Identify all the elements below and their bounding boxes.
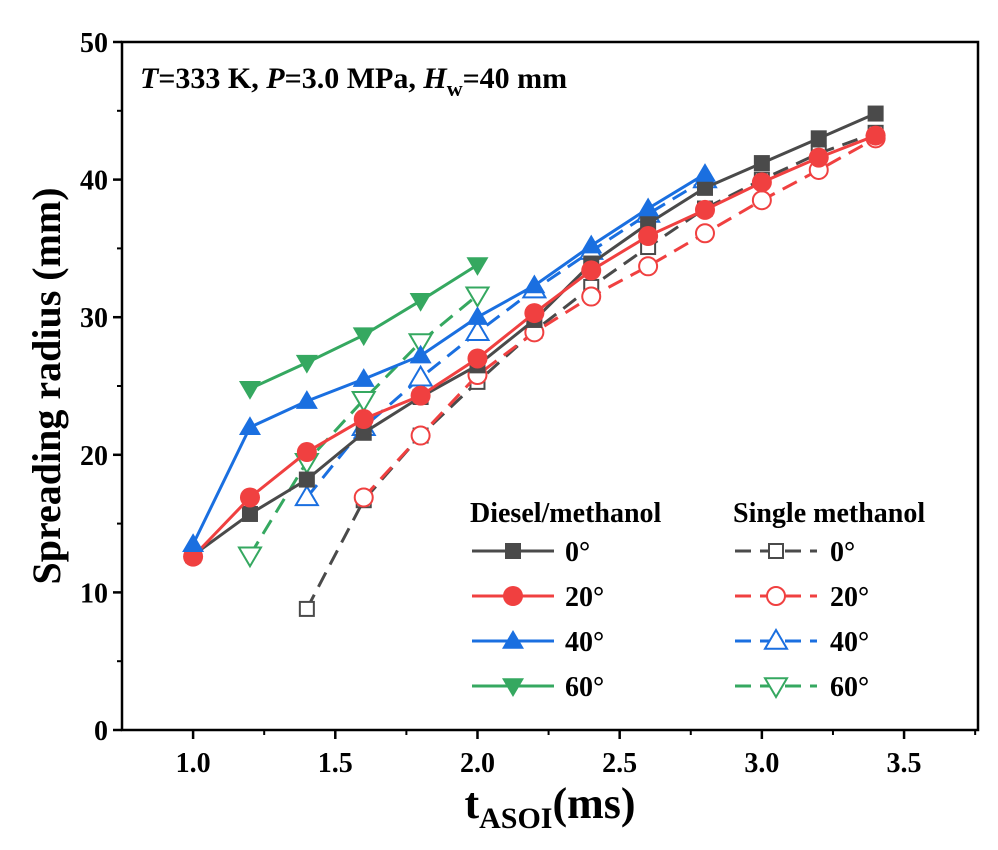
data-point bbox=[355, 424, 372, 441]
legend-item: 40° bbox=[472, 627, 604, 658]
data-point bbox=[693, 163, 716, 182]
legend-item: 20° bbox=[472, 582, 604, 613]
data-point bbox=[409, 292, 432, 312]
legend-group-title: Single methanol bbox=[733, 498, 925, 529]
x-tick-label: 2.0 bbox=[460, 748, 495, 779]
legend-marker bbox=[763, 628, 789, 650]
legend-label: 20° bbox=[565, 582, 604, 613]
data-point bbox=[298, 600, 315, 617]
data-point bbox=[296, 442, 317, 463]
y-tick-label: 20 bbox=[80, 441, 108, 472]
legend-label: 40° bbox=[565, 627, 604, 658]
data-point bbox=[467, 348, 488, 369]
legend-marker bbox=[503, 586, 523, 606]
data-point bbox=[524, 303, 545, 324]
data-point bbox=[580, 234, 603, 254]
data-point bbox=[637, 197, 660, 217]
legend-marker bbox=[502, 678, 524, 697]
data-point bbox=[464, 319, 491, 342]
x-axis-label: tASOI(ms) bbox=[464, 779, 635, 835]
data-point bbox=[581, 260, 602, 281]
x-tick-label: 1.0 bbox=[176, 748, 211, 779]
data-point bbox=[867, 105, 884, 122]
legend-item: 0° bbox=[472, 537, 590, 568]
data-point bbox=[295, 390, 318, 409]
x-tick-label: 1.5 bbox=[318, 748, 353, 779]
data-point bbox=[294, 484, 320, 507]
data-point bbox=[353, 487, 374, 508]
legend-label: 60° bbox=[565, 672, 604, 703]
legend-item: 60° bbox=[472, 672, 604, 703]
legend-marker bbox=[768, 543, 784, 559]
legend-label: 20° bbox=[830, 582, 869, 613]
x-tick-label: 3.0 bbox=[744, 748, 779, 779]
series-single-methanol-20deg bbox=[353, 128, 886, 508]
series-diesel-methanol-60deg bbox=[238, 257, 489, 400]
legend-label: 0° bbox=[830, 537, 855, 568]
data-point bbox=[464, 286, 491, 309]
legend-marker bbox=[505, 543, 521, 559]
y-tick-label: 50 bbox=[80, 28, 108, 59]
data-point bbox=[238, 381, 261, 400]
legend-marker bbox=[763, 677, 789, 699]
data-point bbox=[751, 172, 772, 193]
data-point bbox=[751, 190, 772, 211]
y-tick-label: 30 bbox=[80, 303, 108, 334]
legend-item: 40° bbox=[735, 627, 869, 658]
data-point bbox=[407, 333, 434, 355]
legend-item: 0° bbox=[735, 537, 855, 568]
y-tick-label: 0 bbox=[94, 716, 108, 747]
legend-marker bbox=[502, 630, 524, 649]
series-line bbox=[192, 134, 877, 558]
data-point bbox=[638, 256, 659, 277]
series-line bbox=[191, 172, 706, 545]
condition-annotation: T=333 K, P=3.0 MPa, Hw=40 mm bbox=[140, 62, 567, 101]
data-point bbox=[182, 533, 205, 552]
series-diesel-methanol-40deg bbox=[182, 163, 716, 552]
data-point bbox=[237, 546, 263, 569]
data-point bbox=[350, 391, 377, 413]
y-tick-label: 10 bbox=[80, 578, 108, 609]
data-point bbox=[238, 416, 261, 435]
legend-label: 60° bbox=[830, 672, 869, 703]
data-point bbox=[694, 223, 715, 244]
data-point bbox=[466, 257, 489, 276]
data-point bbox=[810, 130, 827, 147]
x-tick-label: 3.5 bbox=[887, 748, 922, 779]
data-point bbox=[753, 155, 770, 172]
legend-item: 60° bbox=[735, 672, 869, 703]
data-point bbox=[410, 385, 431, 406]
data-point bbox=[696, 179, 713, 196]
data-point bbox=[638, 226, 659, 247]
data-point bbox=[581, 286, 602, 307]
y-axis-label: Spreading radius (mm) bbox=[24, 187, 69, 584]
data-point bbox=[865, 125, 886, 146]
data-point bbox=[239, 487, 260, 508]
series-line bbox=[362, 137, 877, 499]
data-point bbox=[694, 199, 715, 220]
y-tick-label: 40 bbox=[80, 166, 108, 197]
data-point bbox=[410, 425, 431, 446]
data-point bbox=[352, 327, 375, 347]
data-point bbox=[808, 147, 829, 168]
data-point bbox=[295, 354, 318, 374]
data-point bbox=[407, 364, 434, 387]
legend-label: 40° bbox=[830, 627, 869, 658]
legend-label: 0° bbox=[565, 537, 590, 568]
data-point bbox=[241, 505, 258, 522]
data-point bbox=[298, 471, 315, 488]
legend-item: 20° bbox=[735, 582, 869, 613]
series-diesel-methanol-20deg bbox=[183, 125, 886, 567]
legend: Diesel/methanol Single methanol 0° 20° 40° 60… bbox=[470, 498, 925, 703]
data-point bbox=[353, 409, 374, 430]
data-point bbox=[352, 368, 375, 387]
legend-group-title: Diesel/methanol bbox=[470, 498, 662, 529]
data-point bbox=[523, 274, 546, 294]
legend-marker bbox=[766, 586, 786, 606]
x-tick-label: 2.5 bbox=[602, 748, 637, 779]
data-point bbox=[409, 344, 432, 364]
data-point bbox=[466, 306, 489, 325]
